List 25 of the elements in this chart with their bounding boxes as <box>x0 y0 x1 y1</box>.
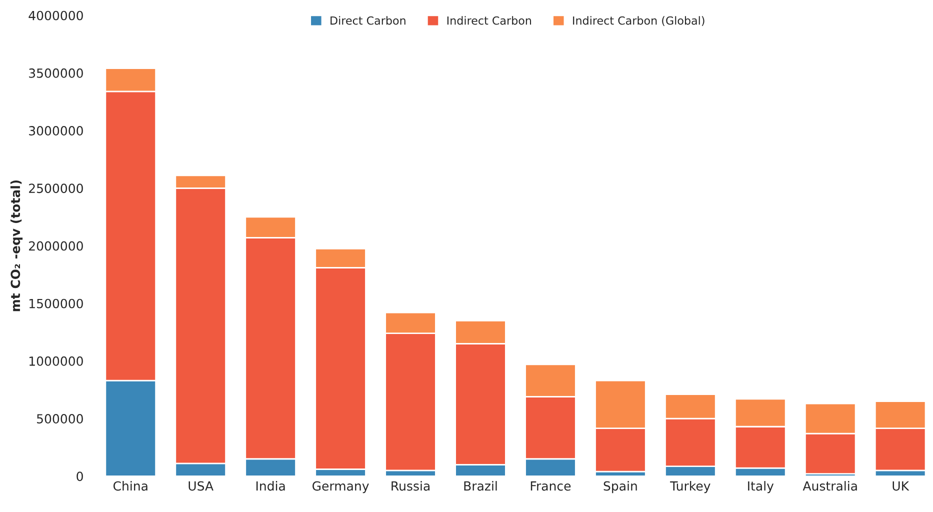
legend-label: Indirect Carbon (Global) <box>573 16 704 26</box>
y-tick-label: 3000000 <box>29 126 83 136</box>
y-axis-title: mt CO₂ -eqv (total) <box>10 180 23 312</box>
x-tick-label: USA <box>188 481 214 491</box>
y-tick-label: 500000 <box>37 414 83 424</box>
x-tick-label: Brazil <box>464 481 497 491</box>
legend-label: Indirect Carbon <box>447 16 532 25</box>
x-tick-label: Italy <box>748 481 774 494</box>
y-tick-label: 3500000 <box>29 68 83 78</box>
legend-label: Direct Carbon <box>330 16 406 25</box>
x-tick-label: France <box>530 481 571 491</box>
y-tick-label: 4000000 <box>28 10 83 20</box>
y-tick-label: 0 <box>76 472 83 482</box>
x-tick-label: Spain <box>604 481 637 494</box>
x-tick-label: Turkey <box>670 481 710 494</box>
x-tick-label: Germany <box>312 481 369 494</box>
y-tick-label: 1000000 <box>29 356 83 366</box>
x-tick-label: Russia <box>392 481 430 491</box>
x-tick-label: Australia <box>802 481 857 491</box>
y-tick-label: 2500000 <box>29 184 83 194</box>
x-tick-label: China <box>113 481 148 491</box>
x-tick-label: UK <box>892 481 910 491</box>
y-tick-label: 1500000 <box>29 298 83 308</box>
x-tick-label: India <box>256 481 285 491</box>
y-tick-label: 2000000 <box>29 241 83 251</box>
